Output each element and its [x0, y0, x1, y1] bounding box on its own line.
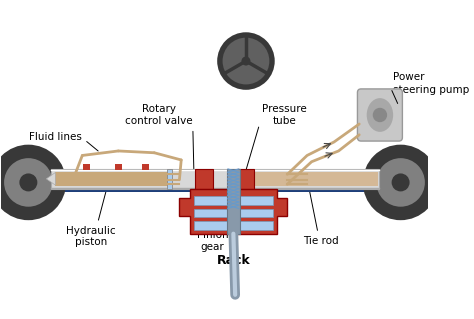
Circle shape — [217, 32, 275, 90]
Circle shape — [0, 145, 66, 220]
Text: Hydraulic
piston: Hydraulic piston — [66, 182, 116, 247]
Bar — [227, 169, 240, 234]
Circle shape — [19, 174, 37, 191]
Bar — [194, 209, 273, 218]
Bar — [142, 165, 149, 170]
Circle shape — [223, 38, 269, 85]
Bar — [55, 172, 168, 186]
Bar — [167, 169, 172, 189]
Circle shape — [241, 56, 250, 65]
Circle shape — [4, 158, 53, 207]
Bar — [28, 176, 401, 192]
Bar — [236, 169, 254, 189]
FancyBboxPatch shape — [357, 89, 402, 141]
Bar — [245, 172, 378, 186]
Text: Rack: Rack — [217, 254, 250, 267]
Bar — [19, 176, 37, 203]
Bar — [115, 165, 122, 170]
Bar — [194, 196, 273, 205]
Circle shape — [363, 145, 438, 220]
Bar — [51, 169, 379, 189]
Text: Power
steering pump: Power steering pump — [392, 72, 469, 95]
Text: Fluid lines: Fluid lines — [29, 132, 98, 151]
Bar — [195, 169, 213, 189]
Circle shape — [392, 174, 410, 191]
Text: Tie rod: Tie rod — [303, 182, 338, 246]
Text: Pinion
gear: Pinion gear — [197, 191, 233, 252]
Bar — [392, 176, 410, 203]
Polygon shape — [180, 189, 287, 234]
Bar — [83, 165, 91, 170]
Circle shape — [373, 108, 387, 122]
Bar — [194, 221, 273, 230]
Text: Pressure
tube: Pressure tube — [238, 104, 307, 195]
Ellipse shape — [367, 98, 393, 132]
Text: Rotary
control valve: Rotary control valve — [125, 104, 195, 204]
Polygon shape — [46, 173, 55, 185]
Circle shape — [376, 158, 425, 207]
